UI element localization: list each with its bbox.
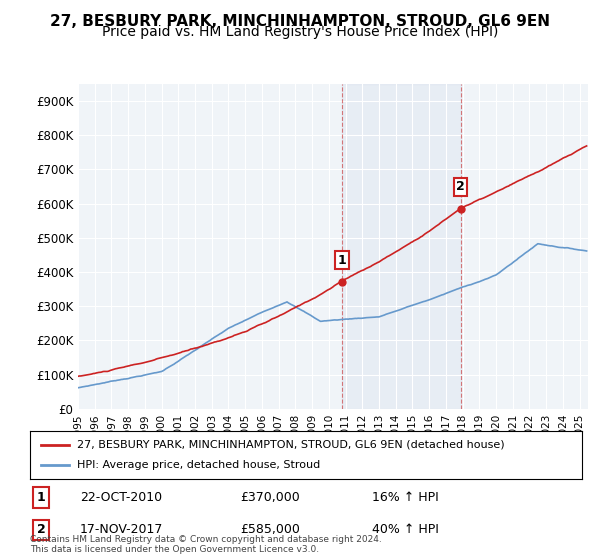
Text: 2: 2 xyxy=(456,180,465,193)
Text: 1: 1 xyxy=(338,254,347,267)
Text: Contains HM Land Registry data © Crown copyright and database right 2024.
This d: Contains HM Land Registry data © Crown c… xyxy=(30,535,382,554)
Text: £370,000: £370,000 xyxy=(240,491,299,504)
Text: £585,000: £585,000 xyxy=(240,524,299,536)
Text: 1: 1 xyxy=(37,491,46,504)
Bar xyxy=(342,84,461,409)
Text: 17-NOV-2017: 17-NOV-2017 xyxy=(80,524,163,536)
Text: HPI: Average price, detached house, Stroud: HPI: Average price, detached house, Stro… xyxy=(77,460,320,470)
Text: 40% ↑ HPI: 40% ↑ HPI xyxy=(372,524,439,536)
Text: 16% ↑ HPI: 16% ↑ HPI xyxy=(372,491,439,504)
Text: 27, BESBURY PARK, MINCHINHAMPTON, STROUD, GL6 9EN (detached house): 27, BESBURY PARK, MINCHINHAMPTON, STROUD… xyxy=(77,440,505,450)
Text: 27, BESBURY PARK, MINCHINHAMPTON, STROUD, GL6 9EN: 27, BESBURY PARK, MINCHINHAMPTON, STROUD… xyxy=(50,14,550,29)
Text: 2: 2 xyxy=(37,524,46,536)
Text: Price paid vs. HM Land Registry's House Price Index (HPI): Price paid vs. HM Land Registry's House … xyxy=(102,25,498,39)
Text: 22-OCT-2010: 22-OCT-2010 xyxy=(80,491,162,504)
